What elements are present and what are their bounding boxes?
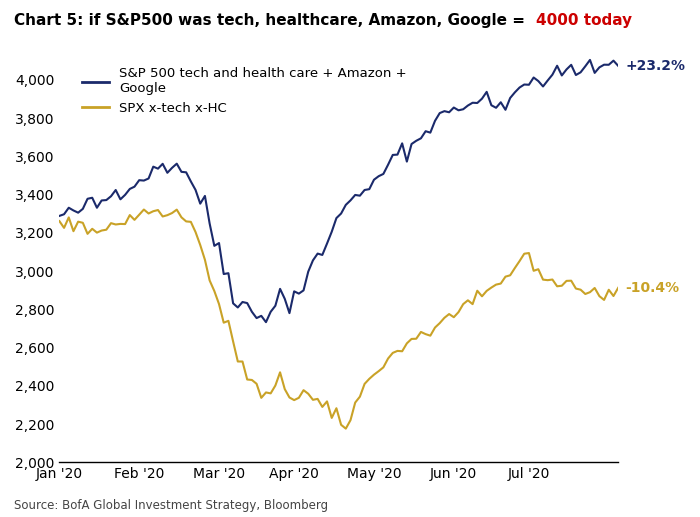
Text: 4000 today: 4000 today (536, 13, 631, 28)
Text: Source: BofA Global Investment Strategy, Bloomberg: Source: BofA Global Investment Strategy,… (14, 499, 328, 512)
Text: Chart 5: if S&P500 was tech, healthcare, Amazon, Google =: Chart 5: if S&P500 was tech, healthcare,… (14, 13, 531, 28)
Text: -10.4%: -10.4% (625, 281, 679, 295)
Text: +23.2%: +23.2% (625, 59, 685, 73)
Legend: S&P 500 tech and health care + Amazon +
Google, SPX x-tech x-HC: S&P 500 tech and health care + Amazon + … (77, 62, 412, 120)
